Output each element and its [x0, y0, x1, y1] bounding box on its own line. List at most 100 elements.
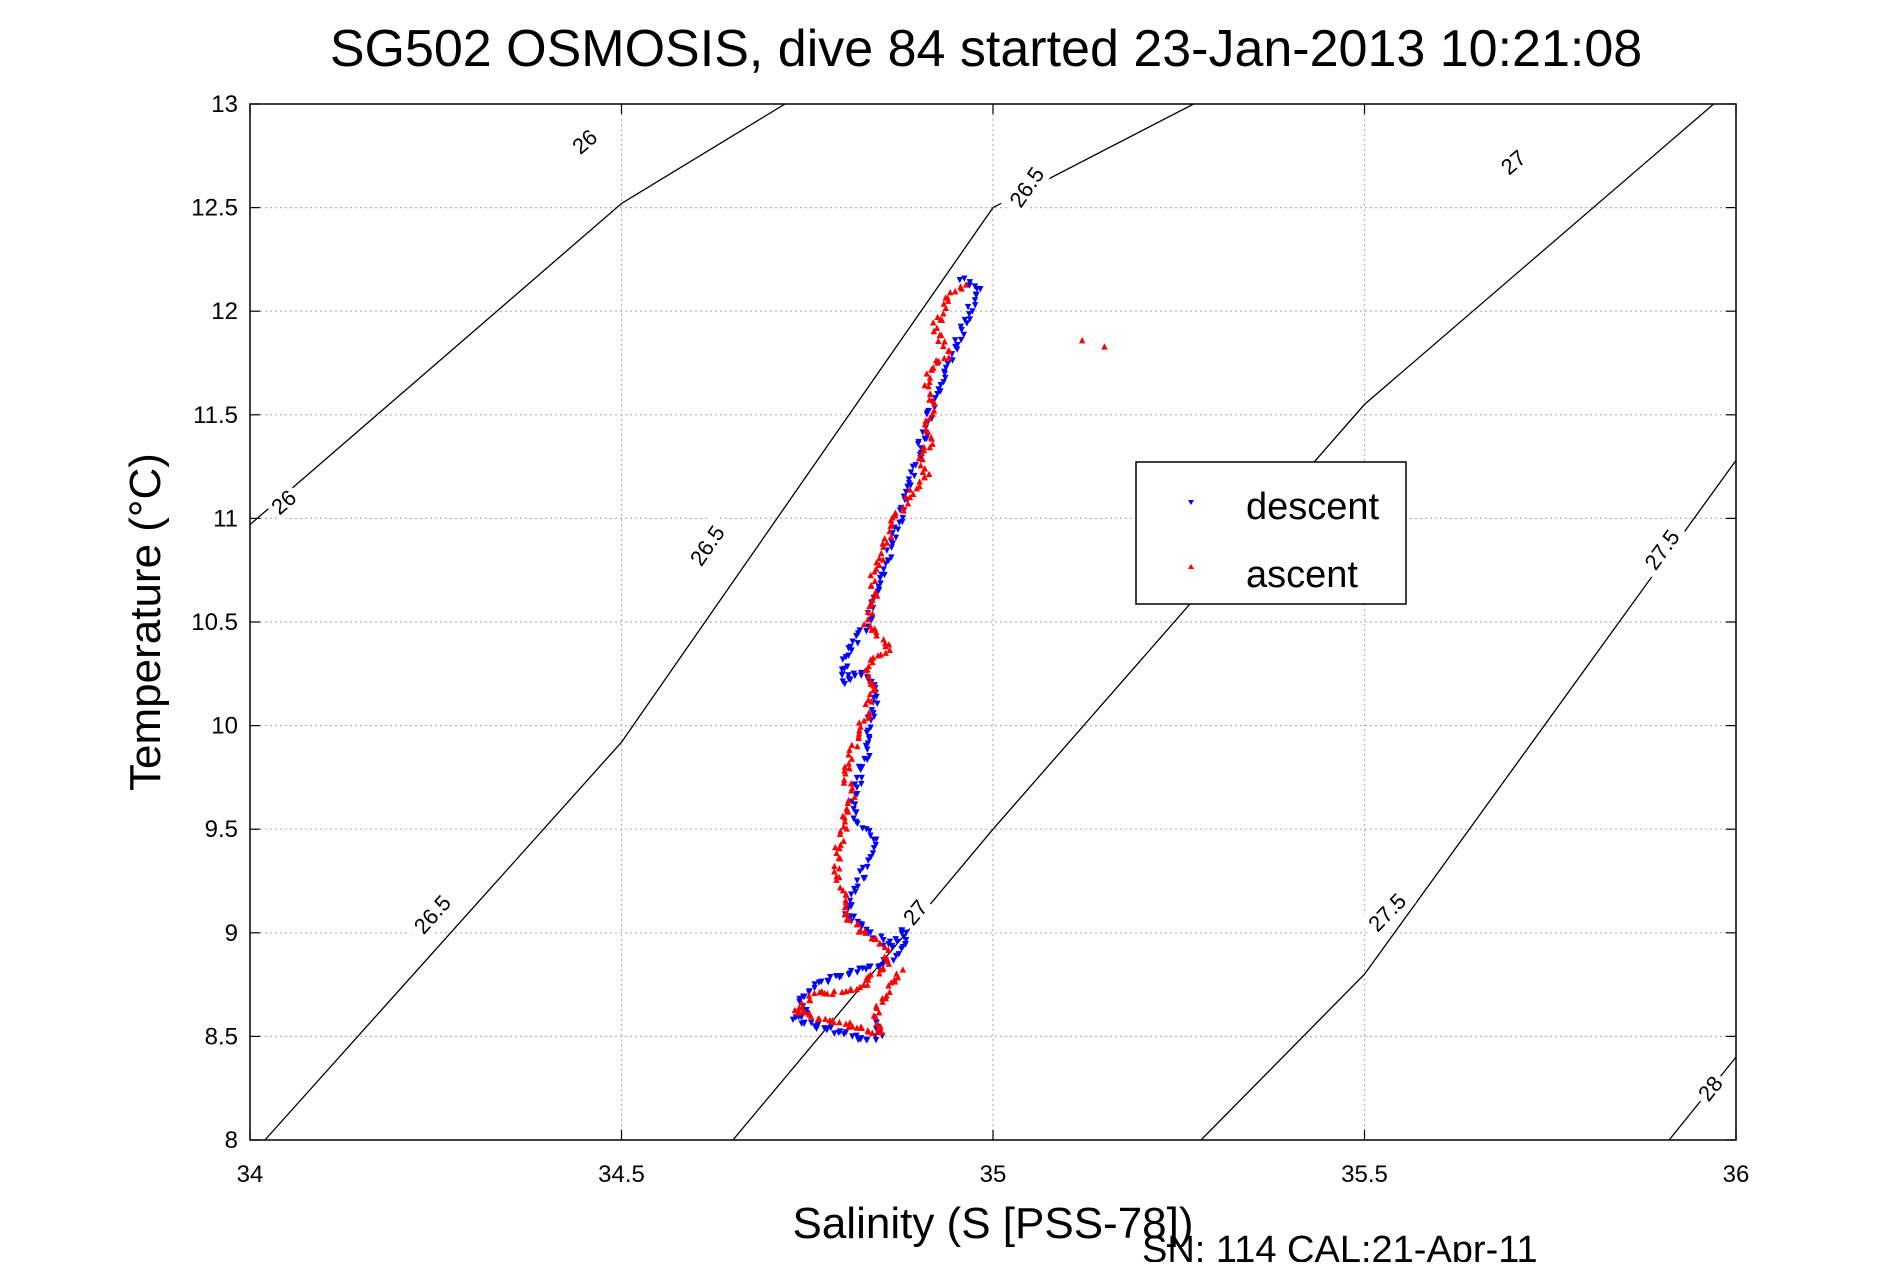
descent-point [814, 1021, 822, 1029]
contour-label-bg [1689, 1066, 1731, 1110]
ascent-point [1078, 337, 1086, 344]
ascent-point [934, 313, 941, 321]
descent-point [954, 346, 961, 353]
descent-point [796, 998, 803, 1005]
ascent-point [843, 825, 850, 832]
ascent-point [829, 990, 836, 997]
contour-label-bg [679, 514, 735, 577]
contour-label-group: 26.5 [998, 155, 1054, 218]
ascent-point [926, 443, 934, 451]
ascent-point [849, 1023, 856, 1030]
ascent-point [843, 807, 851, 814]
ascent-point [902, 493, 910, 500]
descent-point [957, 323, 965, 330]
ascent-point [873, 632, 880, 639]
descent-point [902, 936, 910, 944]
ascent-point [886, 527, 893, 535]
ascent-point [848, 787, 855, 794]
ascent-point [924, 428, 932, 435]
ascent-point [840, 776, 848, 783]
ascent-point [821, 989, 828, 997]
ascent-point [886, 646, 893, 653]
chart-title: SG502 OSMOSIS, dive 84 started 23-Jan-20… [330, 20, 1642, 78]
ascent-point [848, 986, 855, 993]
ascent-point [816, 988, 823, 996]
descent-point [911, 472, 918, 480]
contour-label-group: 26.5 [402, 884, 462, 945]
ascent-point [840, 837, 847, 844]
ascent-point [806, 996, 813, 1003]
contour-label-group: 26 [262, 480, 305, 523]
descent-point [858, 774, 865, 782]
y-axis-label: Temperature (°C) [121, 453, 170, 791]
ascent-point [934, 359, 941, 366]
descent-point [875, 963, 882, 971]
descent-point [865, 857, 872, 864]
ascent-point [842, 987, 850, 995]
ascent-point [880, 543, 887, 550]
ascent-point [916, 478, 923, 485]
ascent-point [811, 989, 818, 997]
ascent-point [871, 935, 879, 943]
descent-point [966, 311, 973, 318]
descent-point [827, 974, 834, 981]
descent-point [964, 303, 972, 311]
ascent-point [887, 522, 894, 529]
descent-point [892, 936, 899, 943]
descent-point [966, 282, 973, 289]
x-tick-label: 35.5 [1341, 1161, 1388, 1188]
ascent-point [822, 1015, 829, 1022]
ascent-point [909, 490, 917, 498]
ascent-point [862, 700, 869, 708]
descent-point [864, 863, 871, 871]
ascent-point [899, 966, 907, 973]
ascent-point [798, 1004, 806, 1011]
ascent-point [831, 868, 838, 875]
descent-point [845, 675, 852, 683]
ascent-point [885, 960, 892, 967]
ascent-point [845, 751, 852, 758]
descent-point [971, 297, 979, 304]
descent-point [977, 285, 984, 293]
ascent-point [946, 347, 953, 355]
descent-point [808, 1019, 815, 1027]
contour-label-bg [563, 120, 606, 163]
ascent-point [927, 390, 934, 398]
descent-point [845, 645, 852, 652]
ascent-point [794, 1009, 801, 1016]
descent-point [867, 854, 874, 861]
ascent-point [928, 366, 935, 373]
x-tick-label: 34 [237, 1161, 264, 1188]
contour-label-group: 27 [1491, 140, 1535, 184]
ascent-point [840, 779, 848, 786]
ascent-point [855, 928, 863, 935]
ascent-point [899, 503, 907, 511]
ascent-point [865, 672, 872, 680]
descent-point [942, 374, 949, 382]
descent-point [937, 381, 944, 389]
y-tick-label: 8 [225, 1127, 238, 1154]
descent-point [853, 1032, 860, 1040]
ascent-point [866, 690, 874, 698]
descent-point [889, 540, 896, 547]
descent-point [851, 672, 859, 680]
descent-point [870, 844, 878, 852]
legend-marker-descent [1188, 500, 1194, 505]
ascent-point [798, 999, 805, 1006]
ascent-point [951, 287, 959, 295]
descent-point [800, 1020, 808, 1027]
ascent-point [941, 338, 948, 345]
descent-point [872, 1036, 880, 1044]
ascent-point [841, 814, 848, 821]
ascent-point [920, 443, 928, 451]
descent-point [878, 933, 885, 940]
descent-point [853, 809, 860, 816]
descent-point [873, 836, 880, 843]
descent-point [971, 302, 979, 309]
ascent-point [854, 742, 861, 750]
descent-point [886, 938, 894, 946]
ascent-point [838, 988, 846, 996]
descent-point [852, 792, 859, 799]
ascent-point [935, 337, 942, 344]
contour-label-group: 28 [1689, 1066, 1731, 1110]
